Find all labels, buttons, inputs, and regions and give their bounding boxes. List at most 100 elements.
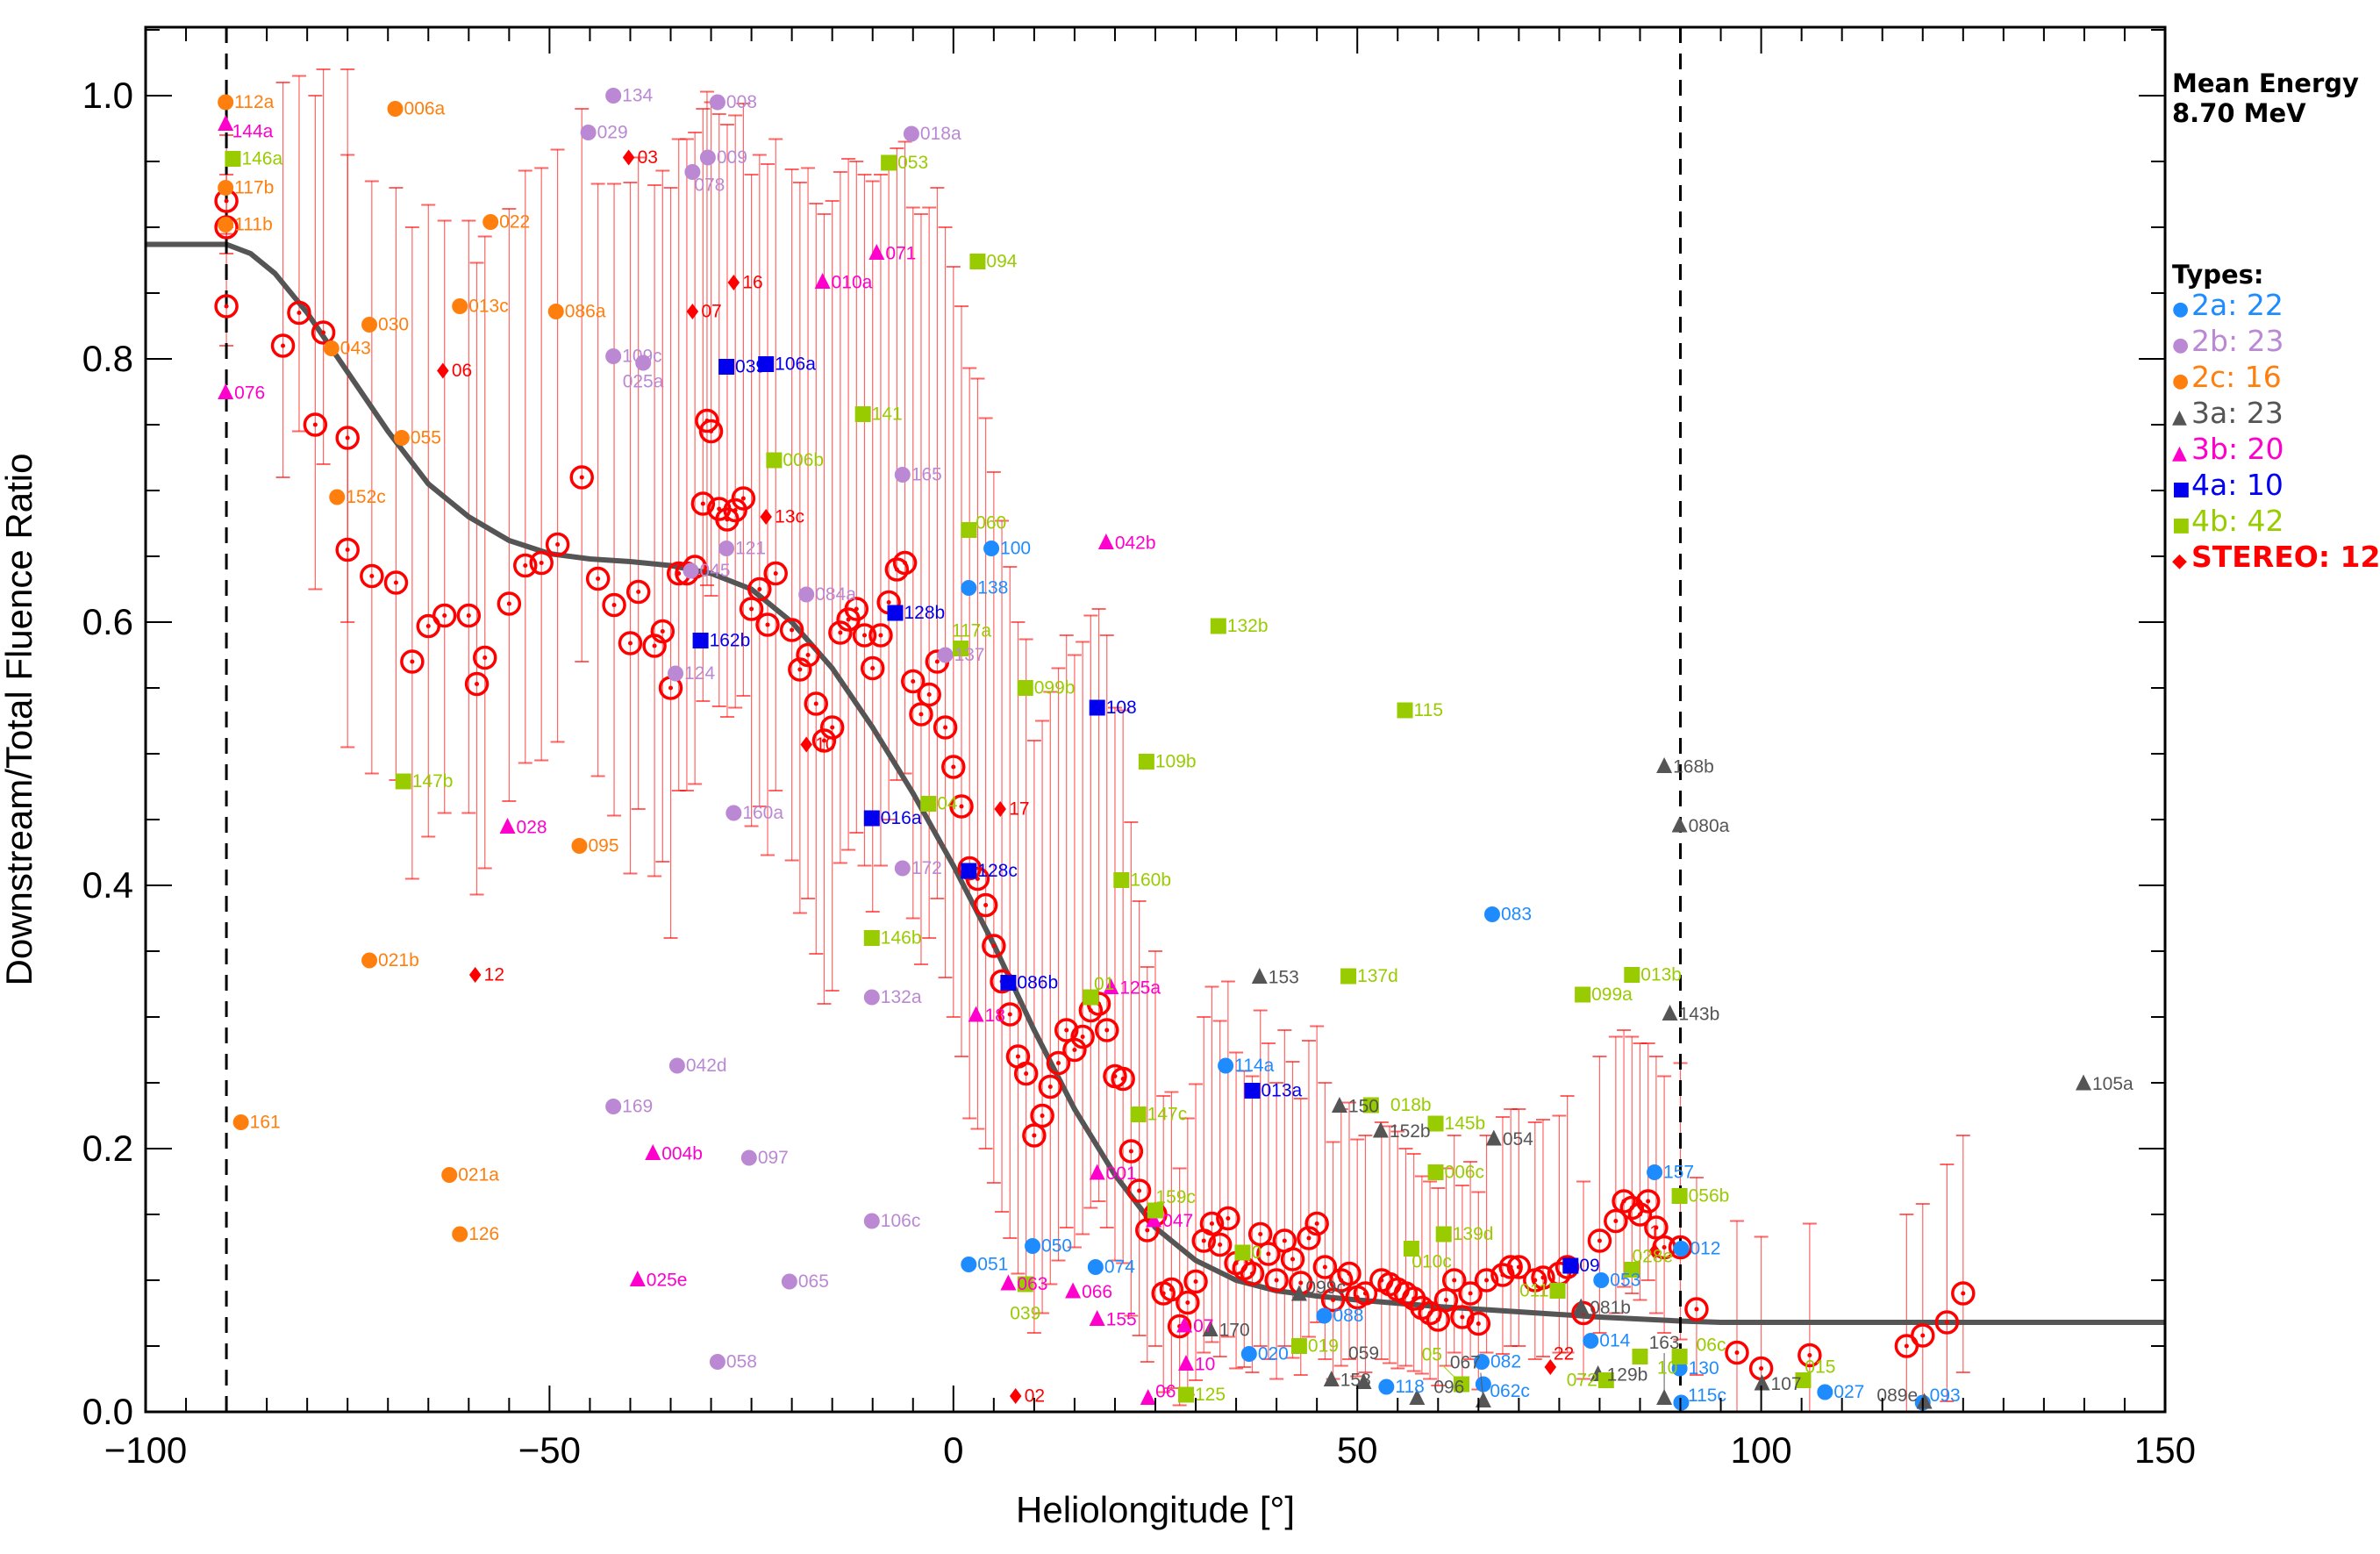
point-label: 143b	[1679, 1005, 1720, 1025]
point-label: 153	[1269, 968, 1299, 988]
point-2c	[329, 489, 346, 505]
measurement-circle	[1337, 1261, 1362, 1286]
measurement-circle	[311, 320, 336, 345]
point-label: 147b	[412, 771, 454, 791]
measurement-circle	[1183, 1269, 1208, 1294]
measurement-dot	[854, 606, 859, 612]
point-label: 082	[1490, 1352, 1521, 1372]
measurement-circle	[569, 465, 594, 490]
point-label: 053	[897, 153, 928, 173]
measurement-dot	[1080, 1035, 1085, 1039]
measurement-circle	[335, 537, 360, 562]
point-label: 160b	[1130, 870, 1171, 891]
point-label: 134	[622, 86, 653, 106]
measurement-dot	[1452, 1278, 1457, 1283]
point-label: 027	[1833, 1382, 1864, 1402]
measurement-circle	[868, 623, 893, 648]
measurement-circle	[1111, 1066, 1135, 1092]
measurement-circle	[529, 550, 554, 576]
point-label: 146a	[241, 149, 282, 169]
point-4a	[692, 633, 709, 648]
point-label: 1	[1649, 1222, 1660, 1242]
point-label: 010c	[1412, 1252, 1452, 1272]
measurement-circle	[513, 553, 538, 578]
measurement-circle	[1070, 1024, 1095, 1049]
point-label: 01	[1094, 974, 1114, 994]
point-2a	[983, 541, 1000, 556]
measurement-circle	[1176, 1290, 1200, 1315]
point-2b	[683, 562, 699, 579]
measurement-circle	[747, 576, 772, 602]
measurement-circle	[1725, 1340, 1749, 1365]
measurement-dot	[830, 725, 835, 730]
measurement-dot	[821, 738, 826, 743]
measurement-circle	[884, 557, 910, 582]
measurement-dot	[393, 580, 398, 585]
point-label: 111b	[234, 215, 273, 235]
point-4b	[1234, 1244, 1251, 1261]
point-2b	[668, 665, 684, 682]
measurement-circle	[1062, 1037, 1087, 1063]
measurement-circle	[973, 892, 998, 918]
measurement-circle	[1474, 1268, 1499, 1293]
measurement-circle	[214, 215, 239, 240]
legend-label: 2b: 23	[2191, 324, 2284, 358]
x-axis-label: Heliolongitude [°]	[1016, 1489, 1295, 1530]
measurement-circle	[360, 563, 384, 589]
point-label: 172	[911, 858, 942, 878]
point-label: 165	[911, 465, 942, 485]
measurement-dot	[951, 764, 956, 770]
measurement-circle	[860, 655, 885, 681]
point-label: 050	[1041, 1236, 1072, 1257]
measurement-dot	[918, 712, 924, 717]
measurement-circle	[618, 631, 643, 655]
legend-item-2a: ●2a: 22	[2172, 290, 2380, 326]
point-2a	[1583, 1333, 1599, 1349]
measurement-circle	[1126, 1178, 1152, 1203]
point-4a	[887, 605, 904, 621]
point-2c	[452, 298, 468, 314]
point-label: 18	[985, 1006, 1005, 1026]
measurement-circle	[1433, 1287, 1459, 1313]
measurement-dot	[312, 422, 318, 427]
measurement-dot	[466, 613, 471, 618]
measurement-dot	[224, 304, 229, 309]
label-leader-lines	[1441, 1353, 1665, 1402]
measurement-circle	[941, 755, 966, 779]
measurement-dot	[482, 655, 488, 660]
point-2c	[232, 1114, 249, 1130]
point-label: 169	[622, 1097, 653, 1117]
legend-label: 2a: 22	[2191, 288, 2284, 322]
measurement-dot	[805, 653, 811, 657]
point-3b	[1097, 534, 1114, 549]
measurement-circle	[270, 333, 296, 358]
point-label: 152c	[346, 487, 386, 507]
measurement-dot	[709, 429, 714, 433]
legend-label: 3b: 20	[2191, 432, 2284, 466]
point-4b	[854, 406, 871, 422]
measurement-circle	[1571, 1300, 1596, 1326]
point-3b	[1000, 1274, 1017, 1291]
legend-label: 2c: 16	[2191, 360, 2282, 394]
point-label: 121	[735, 539, 766, 559]
point-label: 17	[1009, 799, 1029, 820]
point-4b	[1671, 1188, 1688, 1204]
measurement-dot	[1476, 1321, 1481, 1326]
circle-marker-icon: ●	[2172, 298, 2190, 320]
circle-marker-icon: ●	[2172, 334, 2190, 356]
x-tick-label: 50	[1337, 1429, 1378, 1471]
point-label: 109b	[1155, 752, 1197, 772]
point-4b	[225, 151, 241, 167]
point-label: 066	[1082, 1282, 1112, 1302]
measurement-dot	[1040, 1114, 1045, 1118]
measurement-dot	[943, 725, 948, 730]
measurement-circle	[464, 671, 490, 697]
measurement-circle	[1441, 1268, 1467, 1293]
point-2b	[605, 1099, 622, 1114]
point-2b	[863, 1213, 880, 1229]
point-label: 071	[885, 244, 916, 264]
point-2a	[1647, 1164, 1663, 1180]
measurement-dot	[1185, 1300, 1190, 1305]
point-2b	[781, 1273, 797, 1290]
